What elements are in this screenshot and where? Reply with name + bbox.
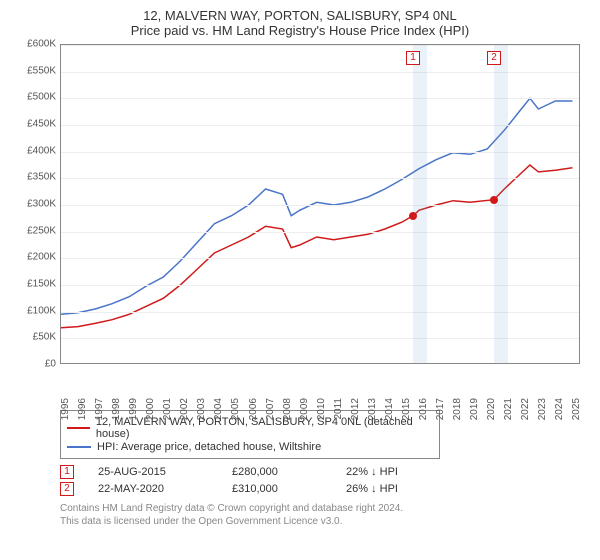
chart-title: 12, MALVERN WAY, PORTON, SALISBURY, SP4 … [12,8,588,23]
x-tick-label: 2024 [554,398,565,420]
transactions-table: 1 25-AUG-2015 £280,000 22% ↓ HPI 2 22-MAY-202… [60,465,588,496]
y-tick-label: £550K [27,65,56,76]
legend-row: HPI: Average price, detached house, Wilt… [67,441,433,453]
marker-box: 1 [406,51,420,65]
y-tick-label: £100K [27,305,56,316]
x-tick-label: 2022 [520,398,531,420]
transaction-row: 2 22-MAY-2020 £310,000 26% ↓ HPI [60,482,588,496]
y-tick-label: £350K [27,172,56,183]
x-tick-label: 2025 [571,398,582,420]
x-tick-label: 2010 [316,398,327,420]
x-tick-label: 1999 [128,398,139,420]
y-tick-label: £300K [27,199,56,210]
plot-area: 12 [60,44,580,364]
y-tick-label: £400K [27,145,56,156]
transaction-date: 25-AUG-2015 [98,466,208,478]
x-tick-label: 1995 [60,398,71,420]
footer-line1: Contains HM Land Registry data © Crown c… [60,502,588,515]
y-tick-label: £50K [33,332,56,343]
y-tick-label: £500K [27,92,56,103]
x-tick-label: 2002 [179,398,190,420]
x-tick-label: 2001 [162,398,173,420]
x-tick-label: 2006 [248,398,259,420]
x-tick-label: 2012 [350,398,361,420]
x-tick-label: 2013 [367,398,378,420]
transaction-marker: 2 [60,482,74,496]
y-axis: £0£50K£100K£150K£200K£250K£300K£350K£400… [12,44,60,364]
x-tick-label: 2005 [230,398,241,420]
marker-dot [409,212,417,220]
transaction-row: 1 25-AUG-2015 £280,000 22% ↓ HPI [60,465,588,479]
x-tick-label: 2000 [145,398,156,420]
x-tick-label: 2011 [333,398,344,420]
y-tick-label: £250K [27,225,56,236]
legend-label: HPI: Average price, detached house, Wilt… [97,441,321,453]
y-tick-label: £200K [27,252,56,263]
x-tick-label: 2019 [469,398,480,420]
marker-shade [494,45,508,363]
marker-shade [413,45,427,363]
x-tick-label: 2008 [282,398,293,420]
legend-swatch [67,446,91,448]
footer-line2: This data is licensed under the Open Gov… [60,515,588,528]
y-tick-label: £600K [27,39,56,50]
marker-dot [490,196,498,204]
transaction-delta: 26% ↓ HPI [346,483,398,495]
legend-swatch [67,427,90,429]
chart-subtitle: Price paid vs. HM Land Registry's House … [12,23,588,38]
x-tick-label: 2016 [418,398,429,420]
chart-area: £0 £50K £100K £150K £200K £250K £300K £350K £400… [12,44,588,404]
x-tick-label: 2021 [503,398,514,420]
footer-attribution: Contains HM Land Registry data © Crown c… [60,502,588,528]
transaction-price: £280,000 [232,466,322,478]
y-tick-label: £450K [27,119,56,130]
x-tick-label: 2004 [213,398,224,420]
x-tick-label: 2014 [384,398,395,420]
x-tick-label: 1998 [111,398,122,420]
transaction-price: £310,000 [232,483,322,495]
x-tick-label: 2018 [452,398,463,420]
x-tick-label: 2007 [265,398,276,420]
marker-box: 2 [487,51,501,65]
x-tick-label: 2015 [401,398,412,420]
x-axis: 1995199619971998199920002001200220032004… [60,364,580,404]
y-tick-label: £150K [27,279,56,290]
x-tick-label: 2020 [486,398,497,420]
y-tick-label: £0 [45,359,56,370]
x-tick-label: 1997 [94,398,105,420]
transaction-marker: 1 [60,465,74,479]
x-tick-label: 2023 [537,398,548,420]
x-tick-label: 2003 [196,398,207,420]
x-tick-label: 2009 [299,398,310,420]
x-tick-label: 2017 [435,398,446,420]
x-tick-label: 1996 [77,398,88,420]
transaction-date: 22-MAY-2020 [98,483,208,495]
transaction-delta: 22% ↓ HPI [346,466,398,478]
